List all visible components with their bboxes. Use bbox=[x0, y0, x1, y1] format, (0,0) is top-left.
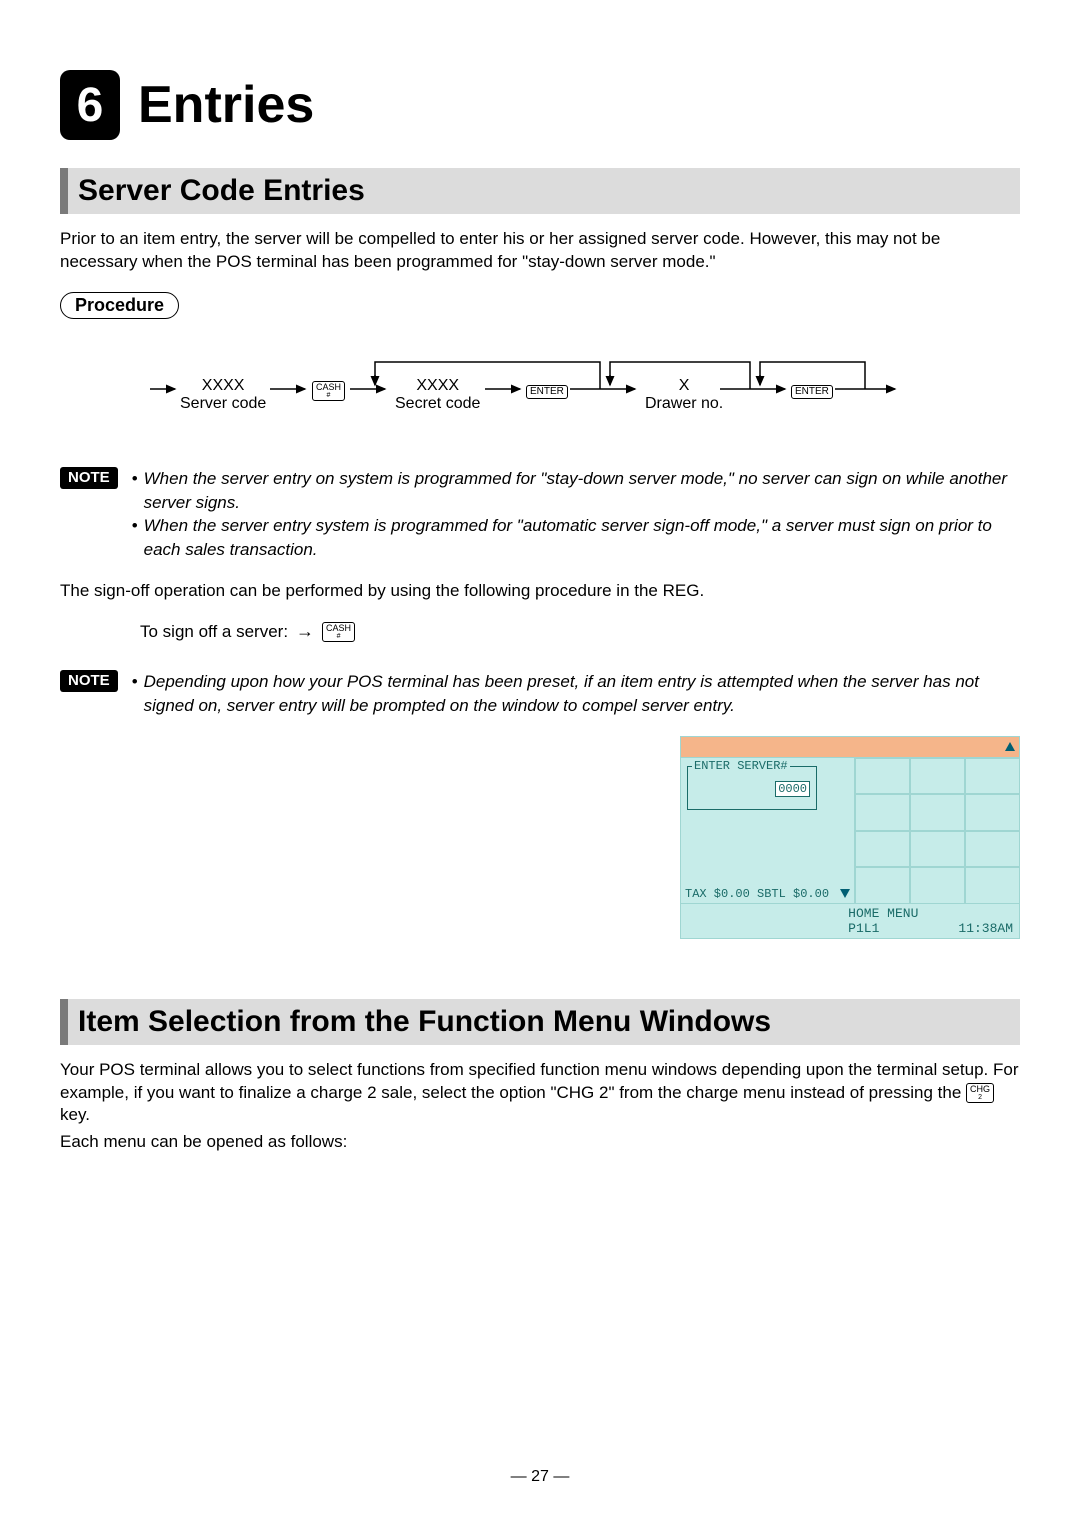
flow-cash-key: CASH # bbox=[312, 381, 345, 401]
note1-bullet2: When the server entry system is programm… bbox=[144, 514, 1020, 562]
pos-body: ENTER SERVER# 0000 TAX $0.00 SBTL $0.00 bbox=[680, 758, 1020, 904]
pos-header-bar bbox=[680, 736, 1020, 758]
signoff-paragraph: The sign-off operation can be performed … bbox=[60, 580, 1020, 603]
grid-cell bbox=[910, 794, 965, 831]
cash-key-sub: # bbox=[316, 392, 341, 399]
pll-label: P1L1 bbox=[848, 921, 918, 936]
arrow-icon: → bbox=[296, 621, 314, 642]
grid-cell bbox=[910, 831, 965, 868]
pos-tax-line: TAX $0.00 SBTL $0.00 bbox=[685, 887, 850, 901]
cash-key-top: CASH bbox=[316, 382, 341, 392]
intro-paragraph: Prior to an item entry, the server will … bbox=[60, 228, 1020, 274]
note-badge-2: NOTE bbox=[60, 670, 118, 692]
pos-screen-illustration: ENTER SERVER# 0000 TAX $0.00 SBTL $0.00 bbox=[680, 736, 1020, 939]
flow-secret-code-label: Secret code bbox=[395, 395, 480, 413]
page-number: — 27 — bbox=[0, 1468, 1080, 1486]
note-text-2: •Depending upon how your POS terminal ha… bbox=[132, 670, 1020, 718]
para-after: key. bbox=[60, 1105, 90, 1124]
signoff-label: To sign off a server: bbox=[140, 622, 288, 642]
flow-server-code-x: XXXX bbox=[180, 377, 266, 395]
scroll-up-icon bbox=[1005, 742, 1015, 751]
each-menu-paragraph: Each menu can be opened as follows: bbox=[60, 1131, 1020, 1154]
note-text-1: •When the server entry on system is prog… bbox=[132, 467, 1020, 562]
grid-cell bbox=[910, 758, 965, 795]
grid-cell bbox=[965, 758, 1020, 795]
grid-cell bbox=[855, 794, 910, 831]
grid-cell bbox=[965, 794, 1020, 831]
section-header-server-code: Server Code Entries bbox=[60, 168, 1020, 214]
scroll-down-icon bbox=[840, 889, 850, 898]
home-menu-label: HOME MENU bbox=[848, 906, 918, 921]
cash-key-top-2: CASH bbox=[326, 623, 351, 633]
note-badge: NOTE bbox=[60, 467, 118, 489]
enter-key-icon: ENTER bbox=[526, 385, 568, 399]
enter-server-value: 0000 bbox=[775, 781, 810, 797]
grid-cell bbox=[855, 867, 910, 904]
chapter-header: 6 Entries bbox=[60, 70, 1020, 140]
chg-key-sub: 2 bbox=[970, 1094, 990, 1101]
chg-key-top: CHG bbox=[970, 1084, 990, 1094]
note2-bullet1: Depending upon how your POS terminal has… bbox=[144, 670, 1020, 718]
flow-drawer-label: Drawer no. bbox=[645, 395, 723, 413]
chg-key-icon: CHG 2 bbox=[966, 1083, 994, 1103]
pos-time: 11:38AM bbox=[958, 921, 1013, 936]
pos-main-panel: ENTER SERVER# 0000 TAX $0.00 SBTL $0.00 bbox=[680, 758, 855, 904]
item-selection-paragraph: Your POS terminal allows you to select f… bbox=[60, 1059, 1020, 1128]
cash-key-icon-2: CASH # bbox=[322, 622, 355, 642]
chapter-number: 6 bbox=[60, 70, 120, 140]
section-header-item-selection: Item Selection from the Function Menu Wi… bbox=[60, 999, 1020, 1045]
cash-key-sub-2: # bbox=[326, 633, 351, 640]
flow-drawer-x: X bbox=[645, 377, 723, 395]
flow-enter-key-2: ENTER bbox=[791, 383, 833, 401]
flow-drawer-no: X Drawer no. bbox=[645, 377, 723, 414]
cash-key-icon: CASH # bbox=[312, 381, 345, 401]
note-block-1: NOTE •When the server entry on system is… bbox=[60, 467, 1020, 562]
grid-cell bbox=[965, 867, 1020, 904]
enter-server-field: ENTER SERVER# 0000 bbox=[687, 766, 817, 810]
pos-key-grid bbox=[855, 758, 1020, 904]
para-before: Your POS terminal allows you to select f… bbox=[60, 1060, 1019, 1102]
tax-sbtl-text: TAX $0.00 SBTL $0.00 bbox=[685, 887, 829, 901]
flow-server-code: XXXX Server code bbox=[180, 377, 266, 414]
signoff-line: To sign off a server: → CASH # bbox=[140, 621, 1020, 642]
grid-cell bbox=[965, 831, 1020, 868]
enter-server-label: ENTER SERVER# bbox=[692, 759, 790, 773]
note1-bullet1: When the server entry on system is progr… bbox=[144, 467, 1020, 515]
grid-cell bbox=[910, 867, 965, 904]
procedure-label: Procedure bbox=[60, 292, 179, 319]
flow-secret-code-x: XXXX bbox=[395, 377, 480, 395]
enter-key-icon-2: ENTER bbox=[791, 385, 833, 399]
pos-footer-center: HOME MENU P1L1 bbox=[848, 906, 918, 936]
grid-cell bbox=[855, 831, 910, 868]
chapter-title: Entries bbox=[138, 75, 314, 135]
flow-secret-code: XXXX Secret code bbox=[395, 377, 480, 414]
note-block-2: NOTE •Depending upon how your POS termin… bbox=[60, 670, 1020, 718]
grid-cell bbox=[855, 758, 910, 795]
flow-enter-key-1: ENTER bbox=[526, 383, 568, 401]
flow-server-code-label: Server code bbox=[180, 395, 266, 413]
pos-footer: HOME MENU P1L1 11:38AM bbox=[680, 904, 1020, 939]
procedure-flow-diagram: XXXX Server code CASH # XXXX Secret code… bbox=[120, 347, 1020, 427]
